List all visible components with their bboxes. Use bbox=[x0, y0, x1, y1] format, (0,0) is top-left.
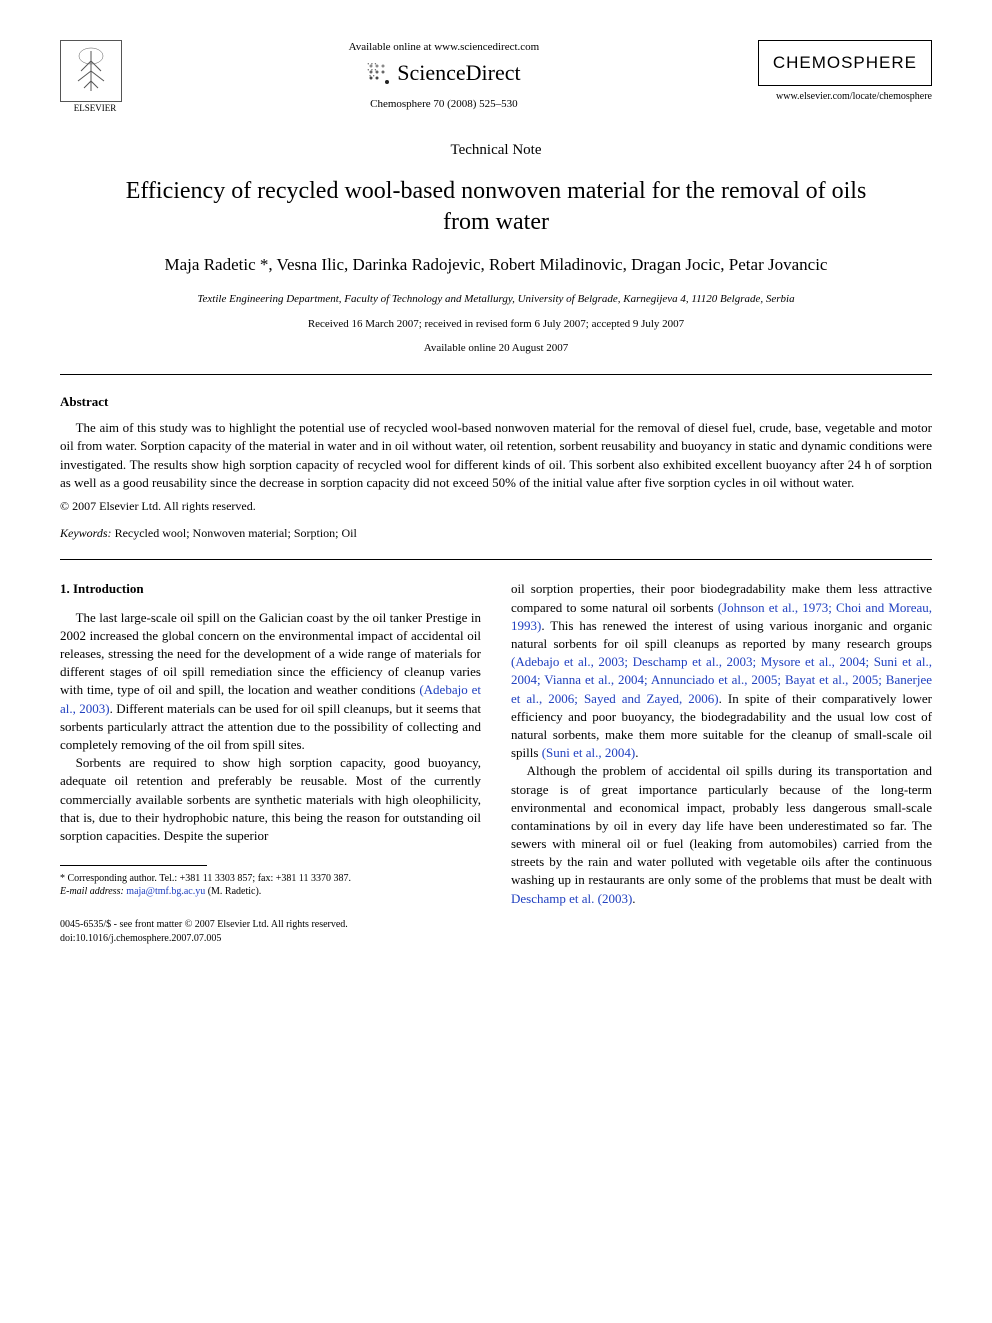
intro-paragraph-2: Sorbents are required to show high sorpt… bbox=[60, 754, 481, 845]
citation-link[interactable]: (Suni et al., 2004) bbox=[542, 745, 636, 760]
email-label: E-mail address: bbox=[60, 886, 124, 897]
footnote-divider bbox=[60, 865, 207, 866]
affiliation: Textile Engineering Department, Faculty … bbox=[90, 292, 902, 307]
keywords-label: Keywords: bbox=[60, 526, 112, 540]
sciencedirect-icon bbox=[367, 62, 391, 86]
column-right: oil sorption properties, their poor biod… bbox=[511, 580, 932, 946]
center-header: Available online at www.sciencedirect.co… bbox=[130, 40, 758, 112]
journal-reference: Chemosphere 70 (2008) 525–530 bbox=[130, 97, 758, 112]
introduction-heading: 1. Introduction bbox=[60, 580, 481, 598]
journal-name-box: CHEMOSPHERE bbox=[758, 40, 932, 86]
intro-paragraph-2-cont: oil sorption properties, their poor biod… bbox=[511, 580, 932, 762]
authors-list: Maja Radetic *, Vesna Ilic, Darinka Rado… bbox=[60, 253, 932, 277]
intro-paragraph-3: Although the problem of accidental oil s… bbox=[511, 762, 932, 908]
divider bbox=[60, 559, 932, 560]
journal-url: www.elsevier.com/locate/chemosphere bbox=[758, 90, 932, 104]
corresponding-author-footnote: * Corresponding author. Tel.: +381 11 33… bbox=[60, 872, 481, 898]
intro-paragraph-1: The last large-scale oil spill on the Ga… bbox=[60, 609, 481, 755]
footer-doi: doi:10.1016/j.chemosphere.2007.07.005 bbox=[60, 932, 481, 946]
elsevier-label: ELSEVIER bbox=[60, 102, 130, 115]
available-online-text: Available online at www.sciencedirect.co… bbox=[130, 40, 758, 55]
divider bbox=[60, 374, 932, 375]
citation-link[interactable]: Deschamp et al. (2003) bbox=[511, 891, 632, 906]
keywords-text: Recycled wool; Nonwoven material; Sorpti… bbox=[115, 526, 357, 540]
footer-line1: 0045-6535/$ - see front matter © 2007 El… bbox=[60, 918, 481, 932]
page-footer: 0045-6535/$ - see front matter © 2007 El… bbox=[60, 918, 481, 946]
column-left: 1. Introduction The last large-scale oil… bbox=[60, 580, 481, 946]
sciencedirect-logo: ScienceDirect bbox=[367, 58, 520, 89]
elsevier-logo: ELSEVIER bbox=[60, 40, 130, 115]
elsevier-tree-icon bbox=[60, 40, 122, 102]
header-row: ELSEVIER Available online at www.science… bbox=[60, 40, 932, 115]
received-dates: Received 16 March 2007; received in revi… bbox=[60, 317, 932, 332]
article-title: Efficiency of recycled wool-based nonwov… bbox=[120, 176, 872, 238]
abstract-copyright: © 2007 Elsevier Ltd. All rights reserved… bbox=[60, 498, 932, 515]
abstract-text: The aim of this study was to highlight t… bbox=[60, 419, 932, 492]
email-link[interactable]: maja@tmf.bg.ac.yu bbox=[126, 886, 205, 897]
email-line: E-mail address: maja@tmf.bg.ac.yu (M. Ra… bbox=[60, 885, 481, 898]
abstract-heading: Abstract bbox=[60, 393, 932, 411]
journal-box-container: CHEMOSPHERE www.elsevier.com/locate/chem… bbox=[758, 40, 932, 104]
email-name: (M. Radetic). bbox=[208, 886, 262, 897]
article-type: Technical Note bbox=[60, 140, 932, 161]
available-date: Available online 20 August 2007 bbox=[60, 341, 932, 356]
keywords-line: Keywords: Recycled wool; Nonwoven materi… bbox=[60, 525, 932, 542]
corresponding-text: * Corresponding author. Tel.: +381 11 33… bbox=[60, 872, 481, 885]
two-column-body: 1. Introduction The last large-scale oil… bbox=[60, 580, 932, 946]
sciencedirect-text: ScienceDirect bbox=[397, 58, 520, 89]
